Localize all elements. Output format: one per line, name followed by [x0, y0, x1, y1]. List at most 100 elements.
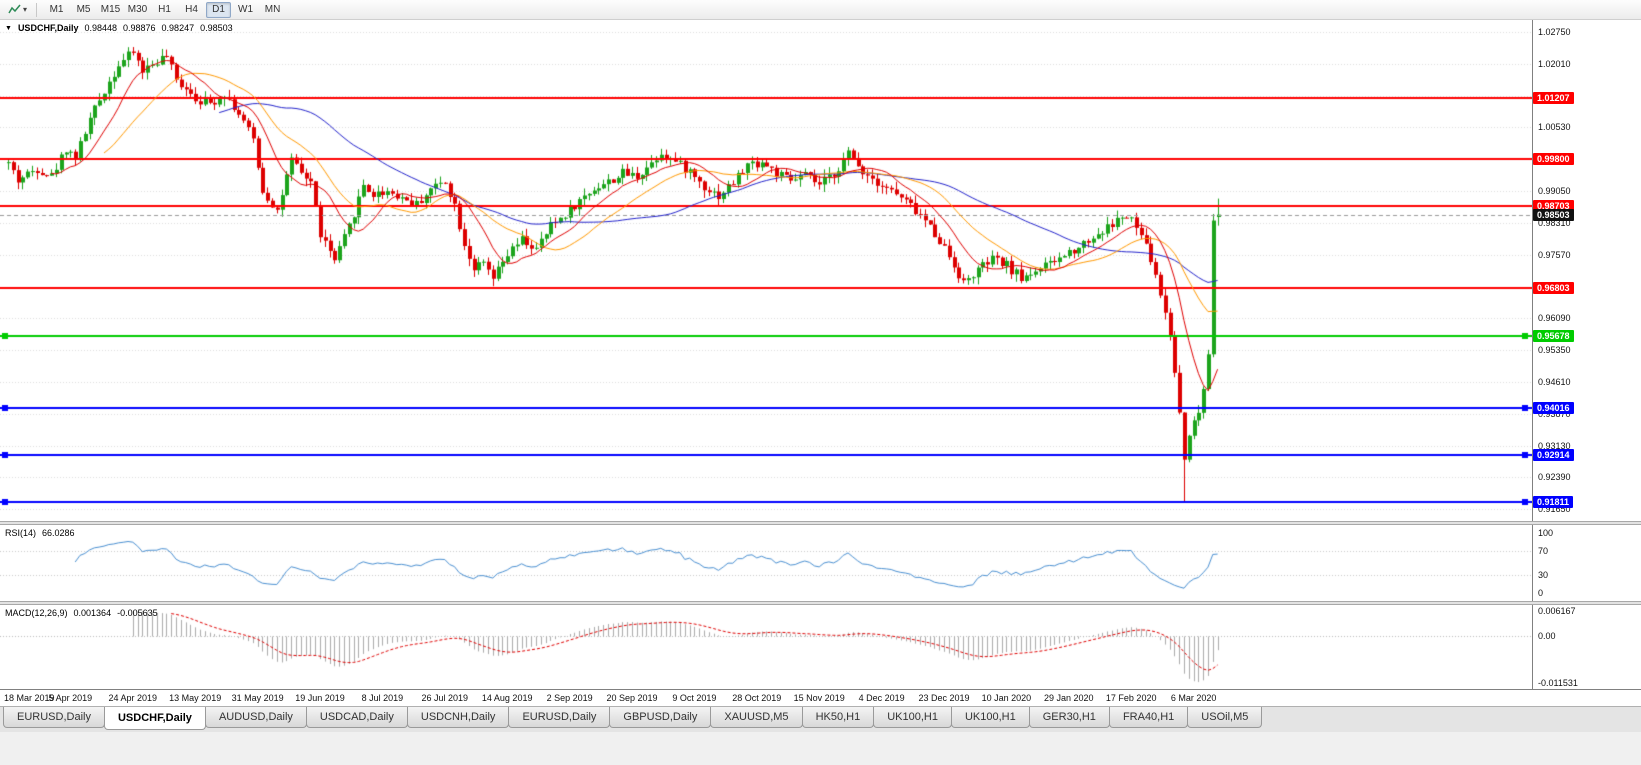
chart-symbol-period: USDCHF,Daily [17, 23, 79, 33]
ohlc-low: 0.98247 [161, 23, 195, 33]
chart-tab-usdchf-daily[interactable]: USDCHF,Daily [103, 707, 206, 730]
level-price-badge: 0.94016 [1533, 401, 1574, 414]
price-axis-label: 1.00530 [1538, 122, 1571, 133]
timeframe-button-m15[interactable]: M15 [98, 2, 123, 18]
price-axis-label: 0.92390 [1538, 472, 1571, 483]
date-axis-label: 18 Mar 2019 [4, 693, 55, 703]
chart-tab-hk50-h1[interactable]: HK50,H1 [801, 707, 875, 728]
rsi-panel: RSI(14) 66.0286 100 70 30 0 [0, 525, 1641, 601]
macd-readout: MACD(12,26,9) 0.001364 -0.005635 [5, 608, 158, 618]
timeframe-button-w1[interactable]: W1 [233, 2, 258, 18]
panel-splitter-macd[interactable] [0, 601, 1641, 605]
macd-axis-top-label: 0.006167 [1538, 606, 1576, 616]
date-axis-label: 6 Mar 2020 [1170, 693, 1217, 703]
panel-splitter-rsi[interactable] [0, 521, 1641, 525]
rsi-axis-label: 0 [1538, 588, 1544, 598]
date-axis-label: 10 Jan 2020 [981, 693, 1032, 703]
date-axis-label: 4 Dec 2019 [858, 693, 905, 703]
time-axis[interactable]: 18 Mar 2019 5 Apr 2019 24 Apr 2019 13 May 2… [0, 689, 1641, 706]
rsi-readout: RSI(14) 66.0286 [5, 528, 75, 538]
date-axis-label: 13 May 2019 [169, 693, 222, 703]
chart-tab-eurusd-daily[interactable]: EURUSD,Daily [508, 707, 611, 728]
level-price-badge: 1.01207 [1533, 92, 1574, 105]
chart-tab-usoil-m5[interactable]: USOil,M5 [1187, 707, 1263, 728]
timeframe-button-m30[interactable]: M30 [125, 2, 150, 18]
timeframe-button-h1[interactable]: H1 [152, 2, 177, 18]
level-price-badge: 0.99800 [1533, 152, 1574, 165]
date-axis-label: 5 Apr 2019 [48, 693, 93, 703]
timeframe-button-m5[interactable]: M5 [71, 2, 96, 18]
chart-objects-tool[interactable]: ▾ [4, 2, 31, 18]
price-axis-label: 0.98310 [1538, 217, 1571, 228]
symbol-dropdown-icon[interactable]: ▼ [5, 24, 12, 32]
macd-axis-bottom-label: -0.011531 [1538, 678, 1578, 688]
date-axis-label: 17 Feb 2020 [1105, 693, 1157, 703]
level-price-badge: 0.96803 [1533, 281, 1574, 294]
date-axis-label: 26 Jul 2019 [421, 693, 469, 703]
price-axis-label: 0.97570 [1538, 249, 1571, 260]
chart-tab-audusd-daily[interactable]: AUDUSD,Daily [204, 707, 307, 728]
date-axis-label: 15 Nov 2019 [793, 693, 845, 703]
price-axis-label: 0.95350 [1538, 345, 1571, 356]
price-axis[interactable]: 1.027501.020101.012701.005300.997900.990… [1532, 20, 1641, 521]
date-axis-label: 19 Jun 2019 [295, 693, 345, 703]
toolbar-separator [36, 2, 38, 17]
date-axis-label: 23 Dec 2019 [918, 693, 970, 703]
date-axis-label: 31 May 2019 [231, 693, 284, 703]
price-axis-label: 0.93130 [1538, 440, 1571, 451]
ohlc-high: 0.98876 [123, 23, 156, 33]
level-price-badge: 0.92914 [1533, 448, 1574, 461]
chart-tab-gbpusd-daily[interactable]: GBPUSD,Daily [609, 707, 712, 728]
dropdown-caret-icon: ▾ [23, 5, 28, 14]
rsi-axis[interactable]: 100 70 30 0 [1532, 525, 1641, 601]
timeframe-button-m1[interactable]: M1 [44, 2, 69, 18]
rsi-chart[interactable] [0, 525, 1532, 601]
ohlc-open: 0.98448 [84, 23, 117, 33]
chart-tab-ger30-h1[interactable]: GER30,H1 [1028, 707, 1110, 728]
date-axis-label: 28 Oct 2019 [732, 693, 782, 703]
price-axis-label: 1.02010 [1538, 58, 1571, 69]
chart-tab-fra40-h1[interactable]: FRA40,H1 [1108, 707, 1189, 728]
price-axis-label: 0.93870 [1538, 408, 1571, 419]
rsi-axis-label: 30 [1538, 570, 1549, 580]
zigzag-line-icon [8, 4, 21, 13]
timeframe-button-h4[interactable]: H4 [179, 2, 204, 18]
date-axis-label: 29 Jan 2020 [1044, 693, 1094, 703]
price-axis-label: 0.96090 [1538, 313, 1571, 324]
rsi-name: RSI(14) [5, 528, 37, 538]
macd-main-value: 0.001364 [73, 608, 112, 618]
price-axis-label: 0.91650 [1538, 504, 1571, 515]
date-axis-label: 24 Apr 2019 [108, 693, 158, 703]
chart-tab-usdcad-daily[interactable]: USDCAD,Daily [305, 707, 408, 728]
date-axis-label: 14 Aug 2019 [481, 693, 533, 703]
timeframe-button-mn[interactable]: MN [260, 2, 285, 18]
date-axis-label: 9 Oct 2019 [672, 693, 717, 703]
macd-axis-zero-label: 0.00 [1538, 631, 1556, 642]
timeframe-buttons: M1 M5 M15 M30 H1 H4 D1 W1 MN [44, 1, 285, 18]
date-axis-label: 20 Sep 2019 [606, 693, 658, 703]
price-axis-label: 0.94610 [1538, 377, 1571, 388]
chart-tab-usdcnh-daily[interactable]: USDCNH,Daily [406, 707, 510, 728]
macd-chart[interactable] [0, 605, 1532, 689]
chart-tab-uk100-h1[interactable]: UK100,H1 [873, 707, 952, 728]
macd-axis[interactable]: 0.006167 0.00 -0.011531 [1532, 605, 1641, 689]
date-axis-label: 8 Jul 2019 [361, 693, 404, 703]
chart-ohlc-readout: ▼ USDCHF,Daily 0.98448 0.98876 0.98247 0… [5, 23, 233, 33]
timeframe-button-d1[interactable]: D1 [206, 1, 232, 18]
price-axis-label: 0.99050 [1538, 186, 1571, 197]
ohlc-close: 0.98503 [200, 23, 233, 33]
chart-tab-uk100-h1[interactable]: UK100,H1 [950, 707, 1030, 728]
timeframe-toolbar: ▾ M1 M5 M15 M30 H1 H4 D1 W1 MN [0, 0, 1641, 20]
rsi-axis-label: 70 [1538, 546, 1549, 556]
window-filler [0, 732, 1641, 765]
chart-tab-eurusd-daily[interactable]: EURUSD,Daily [3, 707, 105, 728]
macd-panel: MACD(12,26,9) 0.001364 -0.005635 0.00616… [0, 605, 1641, 689]
candlestick-chart[interactable] [0, 20, 1532, 521]
macd-signal-value: -0.005635 [117, 608, 158, 618]
price-chart-panel: ▼ USDCHF,Daily 0.98448 0.98876 0.98247 0… [0, 20, 1641, 521]
level-price-badge: 0.91811 [1533, 496, 1574, 509]
level-price-badge: 0.95678 [1533, 330, 1574, 343]
chart-tab-xauusd-m5[interactable]: XAUUSD,M5 [710, 707, 803, 728]
date-axis-label: 2 Sep 2019 [546, 693, 593, 703]
